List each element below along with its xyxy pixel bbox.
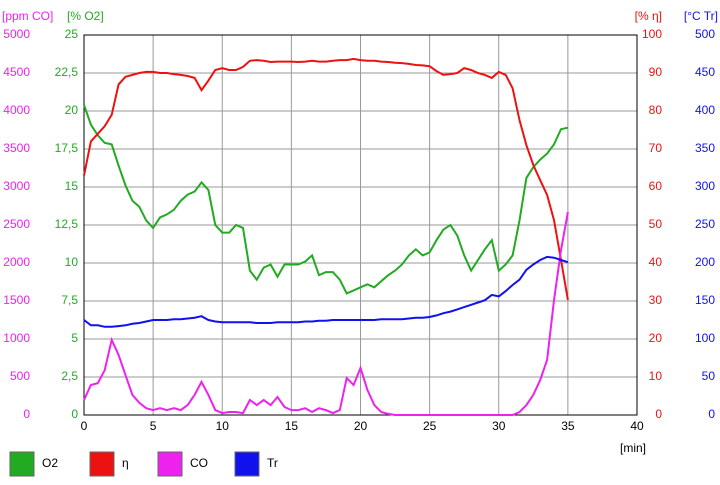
legend-label: CO	[190, 456, 208, 470]
y-tick-label: 200	[695, 255, 715, 269]
x-tick-label: 30	[492, 419, 506, 433]
y-tick-label: 22,5	[55, 65, 79, 79]
y-tick-label: 250	[695, 217, 715, 231]
legend-label: Tr	[267, 456, 278, 470]
y-tick-label: 60	[649, 179, 663, 193]
series-line	[83, 211, 569, 416]
y-tick-label: 2500	[3, 217, 30, 231]
x-tick-label: 40	[630, 419, 644, 433]
axis-header: [% η]	[635, 9, 662, 23]
y-tick-label: 25	[65, 27, 79, 41]
y-tick-label: 350	[695, 141, 715, 155]
x-tick-label: 35	[561, 419, 575, 433]
series-line	[83, 57, 569, 301]
y-tick-label: 0	[23, 407, 30, 421]
y-tick-label: 3500	[3, 141, 30, 155]
y-tick-label: 450	[695, 65, 715, 79]
x-tick-label: 0	[81, 419, 88, 433]
series-line	[83, 104, 569, 295]
y-tick-label: 3000	[3, 179, 30, 193]
y-tick-label: 17,5	[55, 141, 79, 155]
y-tick-label: 90	[649, 65, 663, 79]
y-tick-label: 4000	[3, 103, 30, 117]
x-tick-label: 25	[423, 419, 437, 433]
y-tick-label: 5	[71, 331, 78, 345]
series-line	[83, 255, 569, 328]
y-tick-label: 0	[655, 407, 662, 421]
y-tick-label: 15	[65, 179, 79, 193]
y-tick-label: 100	[642, 27, 662, 41]
y-tick-label: 0	[71, 407, 78, 421]
plot-frame	[83, 34, 638, 416]
axis-header: [% O2]	[67, 9, 104, 23]
legend-swatch	[157, 451, 183, 477]
x-tick-label: 20	[354, 419, 368, 433]
x-tick-label: 10	[216, 419, 230, 433]
y-tick-label: 70	[649, 141, 663, 155]
y-tick-label: 400	[695, 103, 715, 117]
y-tick-label: 12,5	[55, 217, 79, 231]
y-tick-label: 1500	[3, 293, 30, 307]
y-tick-label: 7,5	[61, 293, 78, 307]
y-tick-label: 100	[695, 331, 715, 345]
y-tick-label: 2000	[3, 255, 30, 269]
y-tick-label: 5000	[3, 27, 30, 41]
y-tick-label: 30	[649, 293, 663, 307]
y-tick-label: 2,5	[61, 369, 78, 383]
y-tick-label: 0	[708, 407, 715, 421]
y-tick-label: 300	[695, 179, 715, 193]
x-axis-label: [min]	[620, 441, 646, 455]
x-tick-label: 15	[285, 419, 299, 433]
legend-swatch	[9, 451, 35, 477]
legend-swatch	[234, 451, 260, 477]
y-tick-label: 40	[649, 255, 663, 269]
y-tick-label: 500	[10, 369, 30, 383]
axis-header: [°C Tr]	[684, 9, 718, 23]
legend-label: O2	[42, 456, 58, 470]
y-tick-label: 150	[695, 293, 715, 307]
y-tick-label: 20	[649, 331, 663, 345]
y-tick-label: 50	[649, 217, 663, 231]
axis-header: [ppm CO]	[2, 9, 53, 23]
y-tick-label: 50	[702, 369, 716, 383]
y-tick-label: 10	[649, 369, 663, 383]
legend-label: η	[122, 456, 129, 470]
y-tick-label: 4500	[3, 65, 30, 79]
y-tick-label: 80	[649, 103, 663, 117]
y-tick-label: 10	[65, 255, 79, 269]
x-tick-label: 5	[150, 419, 157, 433]
legend-swatch	[89, 451, 115, 477]
y-tick-label: 1000	[3, 331, 30, 345]
y-tick-label: 20	[65, 103, 79, 117]
y-tick-label: 500	[695, 27, 715, 41]
